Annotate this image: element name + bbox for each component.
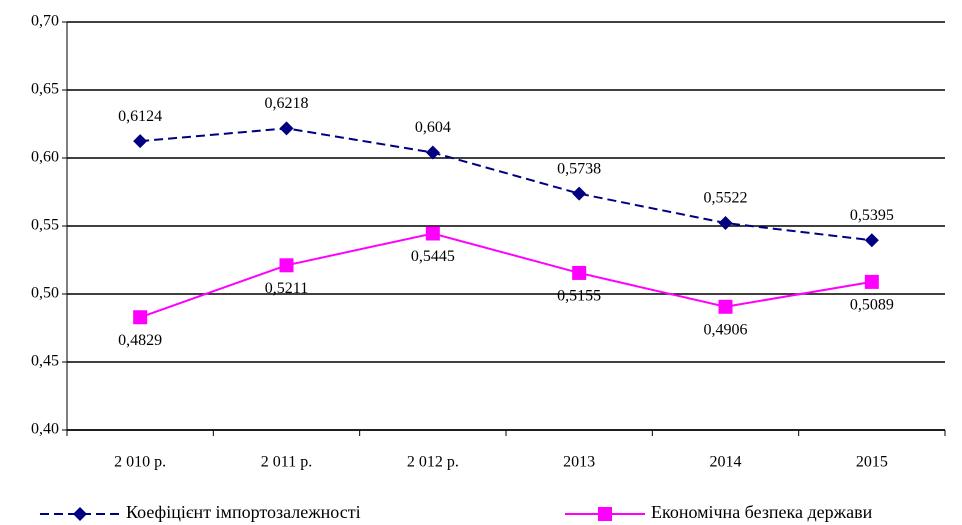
marker [279, 258, 294, 273]
x-tick-label: 2 010 р. [114, 454, 166, 471]
series-line [139, 232, 873, 319]
legend-label: Економічна безпека держави [651, 502, 873, 522]
data-label: 0,6124 [118, 108, 162, 125]
data-label: 0,5089 [850, 297, 894, 314]
data-label: 0,5211 [265, 280, 308, 297]
data-label: 0,5395 [850, 207, 894, 224]
data-label: 0,5522 [704, 190, 748, 207]
data-label: 0,5155 [557, 288, 601, 305]
marker [718, 299, 733, 314]
x-tick-label: 2014 [710, 454, 742, 471]
marker [279, 121, 294, 136]
y-tick-label: 0,60 [31, 149, 59, 166]
data-label: 0,5738 [557, 160, 601, 177]
marker [133, 134, 148, 149]
marker [133, 310, 148, 325]
marker [864, 233, 879, 248]
series-line [140, 127, 872, 242]
marker [425, 145, 440, 160]
data-label: 0,5445 [411, 248, 455, 265]
y-tick-label: 0,40 [31, 421, 59, 438]
y-tick-label: 0,45 [31, 353, 59, 370]
marker [864, 274, 879, 289]
marker [572, 265, 587, 280]
x-tick-label: 2013 [563, 454, 595, 471]
x-tick-label: 2 012 р. [407, 454, 459, 471]
y-tick-label: 0,70 [31, 13, 59, 30]
y-tick-label: 0,65 [31, 81, 59, 98]
x-tick-label: 2 011 р. [261, 454, 312, 471]
marker [425, 226, 440, 241]
y-tick-label: 0,50 [31, 285, 59, 302]
legend-label: Коефіцієнт імпортозалежності [126, 502, 361, 522]
marker [718, 216, 733, 231]
legend-marker [73, 507, 87, 521]
data-label: 0,4829 [118, 332, 162, 349]
data-label: 0,6218 [265, 95, 309, 112]
x-tick-label: 2015 [856, 454, 888, 471]
data-label: 0,4906 [704, 321, 748, 338]
y-tick-label: 0,55 [31, 217, 59, 234]
marker [572, 186, 587, 201]
legend-marker [598, 507, 612, 521]
data-label: 0,604 [415, 119, 451, 136]
